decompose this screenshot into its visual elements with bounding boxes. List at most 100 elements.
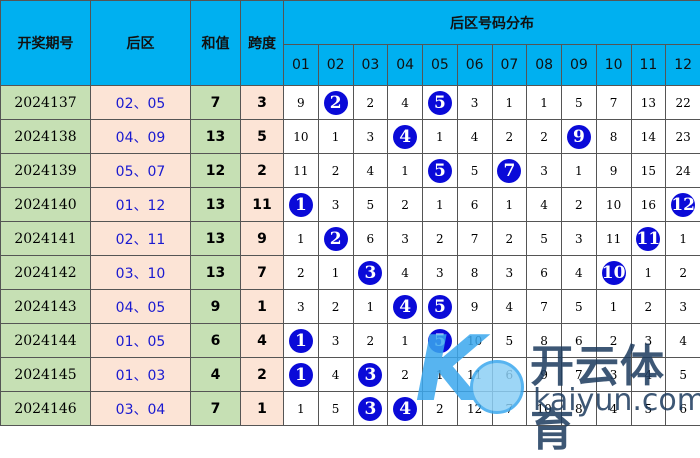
- sum-cell: 13: [191, 256, 241, 290]
- miss-count-cell: 1: [318, 256, 353, 290]
- miss-count-cell: 6: [457, 188, 492, 222]
- hit-cell: 4: [388, 290, 423, 324]
- miss-count-cell: 3: [318, 188, 353, 222]
- miss-count-cell: 24: [666, 154, 700, 188]
- miss-count-cell: 5: [318, 392, 353, 426]
- period-cell: 2024141: [1, 222, 91, 256]
- miss-count-cell: 16: [631, 188, 666, 222]
- back-cell: 03、10: [91, 256, 191, 290]
- hit-ball-icon: 4: [393, 295, 417, 319]
- miss-count-cell: 1: [388, 154, 423, 188]
- header-number: 02: [318, 45, 353, 86]
- span-cell: 2: [241, 358, 284, 392]
- period-cell: 2024138: [1, 120, 91, 154]
- miss-count-cell: 2: [318, 154, 353, 188]
- miss-count-cell: 13: [631, 86, 666, 120]
- hit-cell: 5: [423, 324, 458, 358]
- miss-count-cell: 3: [666, 290, 700, 324]
- miss-count-cell: 8: [596, 120, 631, 154]
- header-number: 04: [388, 45, 423, 86]
- hit-ball-icon: 4: [393, 125, 417, 149]
- miss-count-cell: 4: [388, 86, 423, 120]
- miss-count-cell: 7: [527, 290, 562, 324]
- miss-count-cell: 5: [666, 358, 700, 392]
- miss-count-cell: 3: [527, 154, 562, 188]
- miss-count-cell: 1: [284, 392, 319, 426]
- miss-count-cell: 2: [527, 120, 562, 154]
- miss-count-cell: 8: [527, 324, 562, 358]
- sum-cell: 4: [191, 358, 241, 392]
- back-cell: 01、12: [91, 188, 191, 222]
- miss-count-cell: 1: [596, 290, 631, 324]
- sum-cell: 13: [191, 222, 241, 256]
- miss-count-cell: 6: [562, 324, 597, 358]
- miss-count-cell: 1: [492, 86, 527, 120]
- span-cell: 1: [241, 392, 284, 426]
- miss-count-cell: 5: [631, 392, 666, 426]
- hit-ball-icon: 3: [358, 363, 382, 387]
- span-cell: 3: [241, 86, 284, 120]
- sum-cell: 13: [191, 120, 241, 154]
- miss-count-cell: 2: [353, 324, 388, 358]
- miss-count-cell: 10: [596, 188, 631, 222]
- miss-count-cell: 6: [527, 256, 562, 290]
- header-number: 05: [423, 45, 458, 86]
- period-cell: 2024144: [1, 324, 91, 358]
- sum-cell: 7: [191, 392, 241, 426]
- hit-cell: 5: [423, 154, 458, 188]
- header-number: 11: [631, 45, 666, 86]
- header-number: 03: [353, 45, 388, 86]
- miss-count-cell: 2: [318, 290, 353, 324]
- hit-ball-icon: 4: [393, 397, 417, 421]
- span-cell: 4: [241, 324, 284, 358]
- miss-count-cell: 3: [562, 222, 597, 256]
- header-distribution: 后区号码分布: [284, 1, 700, 45]
- hit-ball-icon: 5: [428, 329, 452, 353]
- hit-ball-icon: 1: [289, 193, 313, 217]
- miss-count-cell: 1: [284, 222, 319, 256]
- miss-count-cell: 5: [562, 290, 597, 324]
- miss-count-cell: 7: [596, 86, 631, 120]
- period-cell: 2024139: [1, 154, 91, 188]
- hit-cell: 10: [596, 256, 631, 290]
- header-number: 09: [562, 45, 597, 86]
- sum-cell: 6: [191, 324, 241, 358]
- miss-count-cell: 1: [353, 290, 388, 324]
- hit-ball-icon: 12: [671, 193, 695, 217]
- hit-cell: 1: [284, 324, 319, 358]
- miss-count-cell: 3: [353, 120, 388, 154]
- miss-count-cell: 7: [562, 358, 597, 392]
- header-span: 跨度: [241, 1, 284, 86]
- miss-count-cell: 7: [457, 222, 492, 256]
- miss-count-cell: 2: [492, 222, 527, 256]
- back-cell: 03、04: [91, 392, 191, 426]
- miss-count-cell: 3: [423, 256, 458, 290]
- miss-count-cell: 1: [388, 324, 423, 358]
- miss-count-cell: 11: [457, 358, 492, 392]
- hit-ball-icon: 1: [289, 329, 313, 353]
- span-cell: 7: [241, 256, 284, 290]
- header-number: 10: [596, 45, 631, 86]
- miss-count-cell: 4: [318, 358, 353, 392]
- miss-count-cell: 1: [492, 188, 527, 222]
- miss-count-cell: 3: [318, 324, 353, 358]
- period-cell: 2024142: [1, 256, 91, 290]
- back-cell: 04、09: [91, 120, 191, 154]
- sum-cell: 13: [191, 188, 241, 222]
- miss-count-cell: 3: [284, 290, 319, 324]
- hit-ball-icon: 5: [428, 295, 452, 319]
- header-number: 12: [666, 45, 700, 86]
- miss-count-cell: 1: [318, 120, 353, 154]
- period-cell: 2024140: [1, 188, 91, 222]
- miss-count-cell: 1: [423, 120, 458, 154]
- span-cell: 1: [241, 290, 284, 324]
- miss-count-cell: 2: [492, 120, 527, 154]
- sum-cell: 7: [191, 86, 241, 120]
- miss-count-cell: 4: [388, 256, 423, 290]
- miss-count-cell: 2: [423, 222, 458, 256]
- miss-count-cell: 12: [457, 392, 492, 426]
